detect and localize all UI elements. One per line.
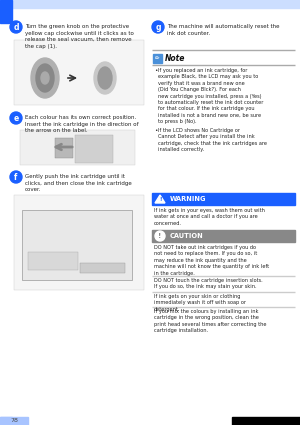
Text: ✏: ✏ [155, 57, 160, 62]
Bar [0, 0, 300, 8]
Ellipse shape [36, 64, 54, 92]
Text: Gently push the ink cartridge until it
clicks, and then close the ink cartridge
: Gently push the ink cartridge until it c… [25, 174, 132, 192]
Text: d: d [13, 23, 19, 31]
Text: Note: Note [165, 54, 185, 62]
Bar [0, 417, 12, 425]
Text: •: • [154, 68, 158, 73]
Text: !: ! [159, 197, 161, 202]
Text: If ink gets in your eyes, wash them out with
water at once and call a doctor if : If ink gets in your eyes, wash them out … [154, 208, 265, 226]
Text: DO NOT touch the cartridge insertion slots.
If you do so, the ink may stain your: DO NOT touch the cartridge insertion slo… [154, 278, 263, 289]
Ellipse shape [31, 58, 59, 98]
Text: 78: 78 [10, 419, 18, 423]
Bar [28, 252, 78, 270]
Circle shape [155, 231, 165, 241]
Text: !: ! [158, 233, 162, 239]
Bar [232, 417, 300, 425]
Circle shape [152, 21, 164, 33]
Text: If you replaced an ink cartridge, for
example Black, the LCD may ask you to
veri: If you replaced an ink cartridge, for ex… [158, 68, 263, 124]
Circle shape [10, 171, 22, 183]
Bar [0, 417, 28, 425]
Text: If the LCD shows No Cartridge or
Cannot Detect after you install the ink
cartrid: If the LCD shows No Cartridge or Cannot … [158, 128, 267, 152]
Text: f: f [14, 173, 18, 181]
Text: CAUTION: CAUTION [170, 233, 204, 239]
Bar [0, 0, 12, 23]
Circle shape [10, 21, 22, 33]
Bar [20, 130, 135, 165]
Ellipse shape [98, 67, 112, 89]
Text: g: g [155, 23, 161, 31]
Bar [14, 195, 144, 290]
Ellipse shape [94, 62, 116, 94]
Circle shape [10, 112, 22, 124]
Text: If you mix the colours by installing an ink
cartridge in the wrong position, cle: If you mix the colours by installing an … [154, 309, 266, 333]
Text: If ink gets on your skin or clothing
immediately wash it off with soap or
deterg: If ink gets on your skin or clothing imm… [154, 294, 246, 312]
Text: Turn the green knob on the protective
yellow cap clockwise until it clicks as to: Turn the green knob on the protective ye… [25, 24, 134, 49]
Ellipse shape [41, 72, 49, 84]
Text: e: e [14, 113, 19, 122]
Text: •: • [154, 128, 158, 133]
Bar [22, 210, 132, 280]
Text: The machine will automatically reset the
ink dot counter.: The machine will automatically reset the… [167, 24, 280, 36]
Bar [152, 230, 295, 242]
Polygon shape [155, 195, 165, 203]
Bar [55, 138, 73, 158]
Bar [152, 193, 295, 205]
Bar [75, 135, 113, 163]
Text: Each colour has its own correct position.
Insert the ink cartridge in the direct: Each colour has its own correct position… [25, 115, 139, 133]
Text: DO NOT take out ink cartridges if you do
not need to replace them. If you do so,: DO NOT take out ink cartridges if you do… [154, 245, 269, 275]
Bar [153, 54, 162, 63]
Text: WARNING: WARNING [170, 196, 206, 202]
Bar [80, 263, 125, 273]
Bar [152, 49, 295, 50]
Bar [14, 40, 144, 105]
